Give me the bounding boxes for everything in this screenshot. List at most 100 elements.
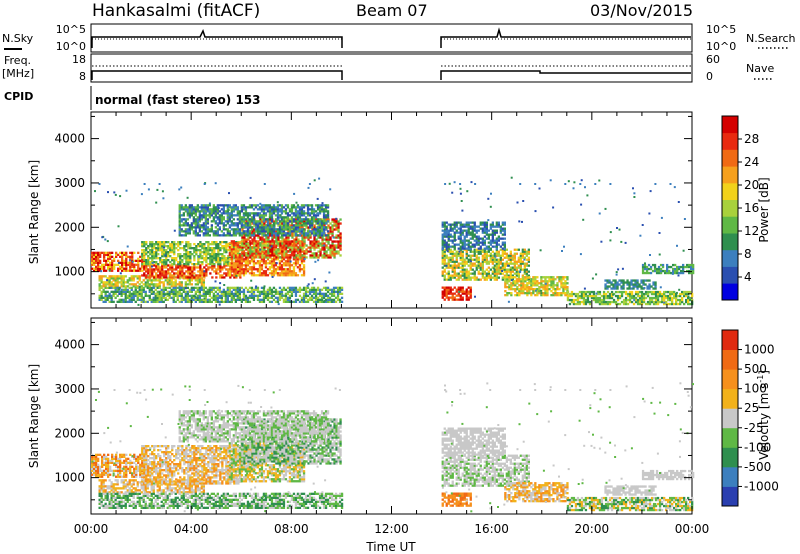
echo-cell [485, 272, 488, 275]
echo-cell [114, 288, 117, 291]
echo-cell [451, 270, 454, 273]
echo-cell [318, 290, 322, 293]
echo-cell [241, 248, 244, 251]
echo-cell [220, 220, 223, 223]
echo-cell [157, 247, 160, 250]
echo-cell [210, 228, 213, 231]
echo-cell [268, 268, 272, 271]
echo-cell [293, 250, 296, 253]
echo-cell [443, 294, 446, 297]
echo-cell [132, 292, 135, 295]
echo-cell [222, 216, 225, 219]
echo-cell [266, 222, 270, 225]
echo-cell [252, 214, 256, 217]
echo-cell [455, 294, 458, 297]
echo-cell [170, 285, 173, 288]
echo-cell [309, 248, 312, 251]
echo-cell [266, 294, 270, 297]
echo-cell [181, 264, 184, 267]
echo-cell [519, 258, 522, 261]
echo-cell [288, 294, 292, 297]
echo-cell [467, 233, 470, 236]
echo-cell [469, 262, 472, 265]
echo-cell [181, 276, 184, 279]
echo-cell [236, 298, 239, 301]
echo-cell [300, 274, 304, 277]
echo-cell [519, 254, 522, 257]
echo-cell [227, 245, 230, 248]
echo-cell [306, 222, 310, 225]
echo-cell [242, 230, 246, 233]
echo-cell [320, 206, 324, 209]
echo-cell [308, 224, 312, 227]
echo-cell [224, 290, 227, 293]
echo-cell [514, 288, 517, 291]
echo-cell [287, 254, 290, 257]
echo-cell [182, 230, 185, 233]
echo-cell [273, 250, 276, 253]
echo-cell [324, 216, 328, 219]
echo-cell [161, 241, 164, 244]
echo-cell [475, 268, 478, 271]
echo-cell [266, 258, 270, 261]
echo-cell [309, 218, 312, 221]
echo-cell [327, 232, 330, 235]
echo-cell [213, 264, 216, 267]
echo-cell [335, 222, 338, 225]
echo-cell [298, 244, 302, 247]
echo-cell [264, 230, 268, 233]
echo-cell [143, 263, 146, 266]
echo-cell [554, 290, 557, 293]
echo-cell [177, 241, 180, 244]
echo-cell [467, 286, 470, 289]
echo-cell [178, 216, 181, 219]
echo-cell [447, 278, 450, 281]
echo-cell [268, 262, 272, 265]
echo-cell [142, 283, 145, 286]
echo-cell [270, 272, 274, 275]
echo-cell [280, 252, 284, 255]
echo-cell [159, 257, 162, 260]
echo-cell [307, 246, 310, 249]
echo-cell [286, 214, 290, 217]
echo-cell [324, 234, 328, 237]
echo-cell [296, 262, 300, 265]
echo-cell [467, 258, 470, 261]
echo-cell [483, 221, 486, 224]
echo-cell [262, 262, 266, 265]
echo-cell [130, 298, 133, 301]
echo-cell [309, 244, 312, 247]
echo-cell [260, 272, 264, 275]
echo-cell [443, 268, 446, 271]
echo-cell [249, 236, 252, 239]
echo-cell [231, 268, 234, 271]
echo-cell [175, 257, 178, 260]
echo-cell [548, 280, 551, 283]
echo-cell [272, 228, 276, 231]
echo-cell [475, 229, 478, 232]
echo-cell [183, 245, 186, 248]
echo-cell [326, 216, 330, 219]
echo-cell [451, 294, 454, 297]
echo-cell [503, 227, 506, 230]
echo-cell [465, 235, 468, 238]
echo-cell [189, 261, 192, 264]
echo-cell [489, 278, 492, 281]
echo-cell [271, 252, 274, 255]
echo-cell [277, 236, 280, 239]
echo-cell [186, 279, 189, 282]
echo-cell [234, 252, 237, 255]
echo-cell [302, 228, 306, 231]
echo-cell [228, 230, 231, 233]
echo-cell [172, 298, 175, 301]
echo-cell [147, 264, 150, 267]
echo-cell [179, 241, 182, 244]
echo-cell [282, 264, 286, 267]
echo-cell [217, 247, 220, 250]
echo-cell [232, 286, 235, 289]
echo-cell [144, 285, 147, 288]
echo-cell [445, 233, 448, 236]
echo-cell [473, 276, 476, 279]
echo-cell [97, 267, 100, 270]
